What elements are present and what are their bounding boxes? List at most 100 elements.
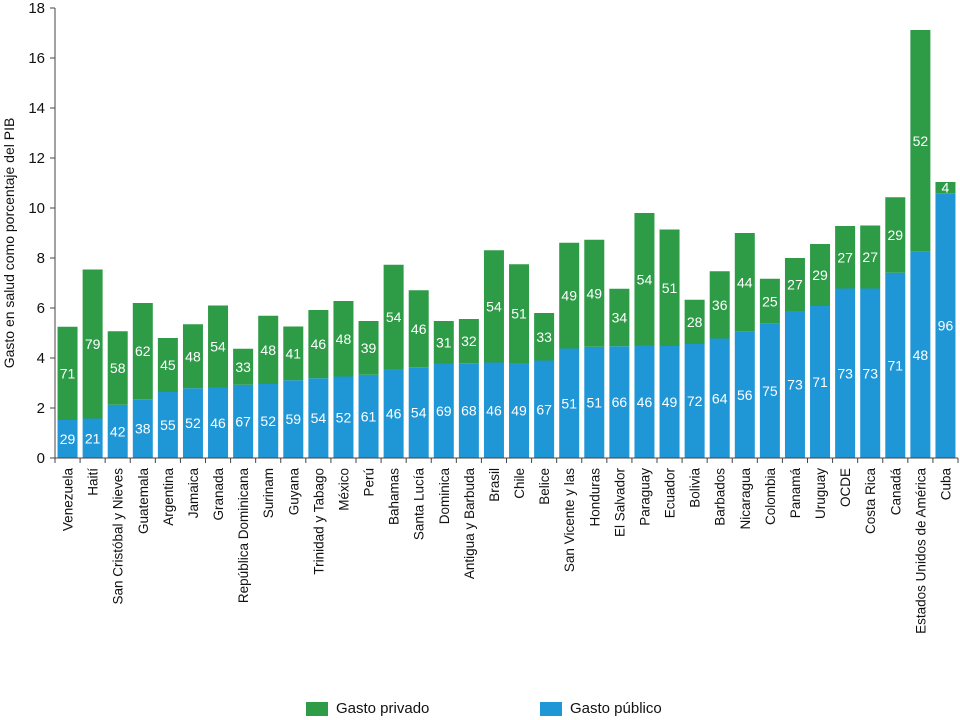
y-axis: 0 2 4 6 8 10 12 14 16 18	[28, 0, 56, 467]
x-tick-label: Costa Rica	[863, 468, 878, 535]
bar-private	[509, 264, 530, 363]
data-label-public: 21	[85, 430, 101, 446]
y-tick-label: 6	[37, 300, 45, 317]
bar-private	[433, 321, 454, 364]
x-tick-label: Nicaragua	[738, 468, 753, 530]
data-label-private: 49	[587, 285, 603, 301]
bar-private	[734, 233, 755, 332]
data-label-private: 31	[436, 334, 452, 350]
bar-public	[584, 346, 605, 458]
bar-public	[835, 288, 856, 458]
bar-private	[784, 258, 805, 311]
bar-private	[684, 299, 705, 344]
bar-private	[910, 30, 931, 252]
bar-private	[935, 182, 956, 194]
bar-private	[483, 250, 504, 363]
bar-private	[358, 321, 379, 375]
data-label-private: 27	[862, 249, 878, 265]
data-label-public: 96	[938, 318, 954, 334]
x-tick-label: Guatemala	[136, 468, 151, 535]
legend-item-public: Gasto público	[540, 700, 662, 717]
y-axis-title: Gasto en salud como porcentaje del PIB	[1, 118, 17, 369]
x-tick-label: Venezuela	[61, 468, 76, 532]
y-tick-label: 18	[28, 0, 45, 17]
bar-public	[258, 384, 279, 458]
bar-private	[584, 239, 605, 347]
data-label-public: 38	[135, 421, 151, 437]
x-tick-label: Panamá	[788, 468, 803, 519]
bar-private	[634, 213, 655, 346]
data-label-private: 27	[837, 249, 853, 265]
data-label-public: 49	[511, 403, 527, 419]
bar-private	[709, 271, 730, 339]
x-tick-label: OCDE	[838, 468, 853, 507]
data-label-public: 46	[386, 406, 402, 422]
bar-public	[509, 363, 530, 458]
bar-private	[258, 315, 279, 384]
data-label-public: 49	[662, 394, 678, 410]
bar-public	[784, 311, 805, 458]
x-tick-label: Canadá	[888, 468, 903, 516]
data-label-private: 4	[942, 180, 950, 196]
bar-private	[885, 197, 906, 273]
data-label-public: 73	[862, 365, 878, 381]
bar-private	[659, 229, 680, 346]
bar-public	[734, 331, 755, 458]
bar-public	[458, 363, 479, 458]
data-label-public: 46	[210, 415, 226, 431]
data-label-private: 28	[687, 314, 703, 330]
bar-public	[208, 387, 229, 458]
data-label-public: 66	[612, 394, 628, 410]
legend-label-private: Gasto privado	[336, 700, 430, 717]
bar-private	[283, 326, 304, 381]
data-label-public: 52	[336, 409, 352, 425]
bar-public	[233, 384, 254, 458]
x-tick-label: República Dominicana	[236, 468, 251, 604]
bar-private	[810, 244, 831, 306]
bar-private	[835, 226, 856, 289]
data-label-public: 71	[812, 374, 828, 390]
bar-private	[308, 310, 329, 379]
data-label-public: 46	[637, 394, 653, 410]
bar-public	[132, 399, 153, 458]
bar-public	[107, 404, 128, 458]
data-label-private: 36	[712, 297, 728, 313]
data-label-private: 32	[461, 333, 477, 349]
bar-public	[609, 346, 630, 458]
bar-public	[283, 380, 304, 458]
x-tick-label: Bolivia	[688, 468, 703, 508]
data-label-private: 45	[160, 357, 176, 373]
data-label-private: 54	[210, 339, 226, 355]
x-tick-label: Dominica	[437, 468, 452, 525]
bar-public	[308, 378, 329, 458]
data-label-private: 51	[662, 280, 678, 296]
x-tick-label: Guyana	[286, 468, 301, 516]
data-label-public: 67	[536, 401, 552, 417]
bar-public	[483, 362, 504, 458]
x-tick-label: Chile	[512, 468, 527, 499]
data-label-private: 48	[260, 342, 276, 358]
data-label-private: 29	[888, 227, 904, 243]
data-label-public: 64	[712, 390, 728, 406]
x-tick-label: Estados Unidos de América	[913, 468, 928, 634]
data-label-private: 71	[60, 365, 76, 381]
data-label-public: 56	[737, 387, 753, 403]
bar-private	[860, 225, 881, 289]
bar-private	[57, 326, 78, 420]
data-label-public: 68	[461, 403, 477, 419]
data-label-public: 67	[235, 413, 251, 429]
data-label-public: 51	[561, 395, 577, 411]
data-label-private: 29	[812, 267, 828, 283]
data-label-public: 72	[687, 393, 703, 409]
data-label-public: 46	[486, 402, 502, 418]
x-tick-label: Santa Lucía	[412, 468, 427, 541]
data-label-public: 48	[913, 347, 929, 363]
data-label-public: 51	[587, 394, 603, 410]
bar-public	[759, 323, 780, 458]
data-label-private: 62	[135, 343, 151, 359]
bar-public	[634, 345, 655, 458]
bar-public	[910, 251, 931, 458]
data-label-private: 54	[386, 309, 402, 325]
data-label-private: 27	[787, 277, 803, 293]
x-tick-label: San Vicente y las	[562, 468, 577, 572]
